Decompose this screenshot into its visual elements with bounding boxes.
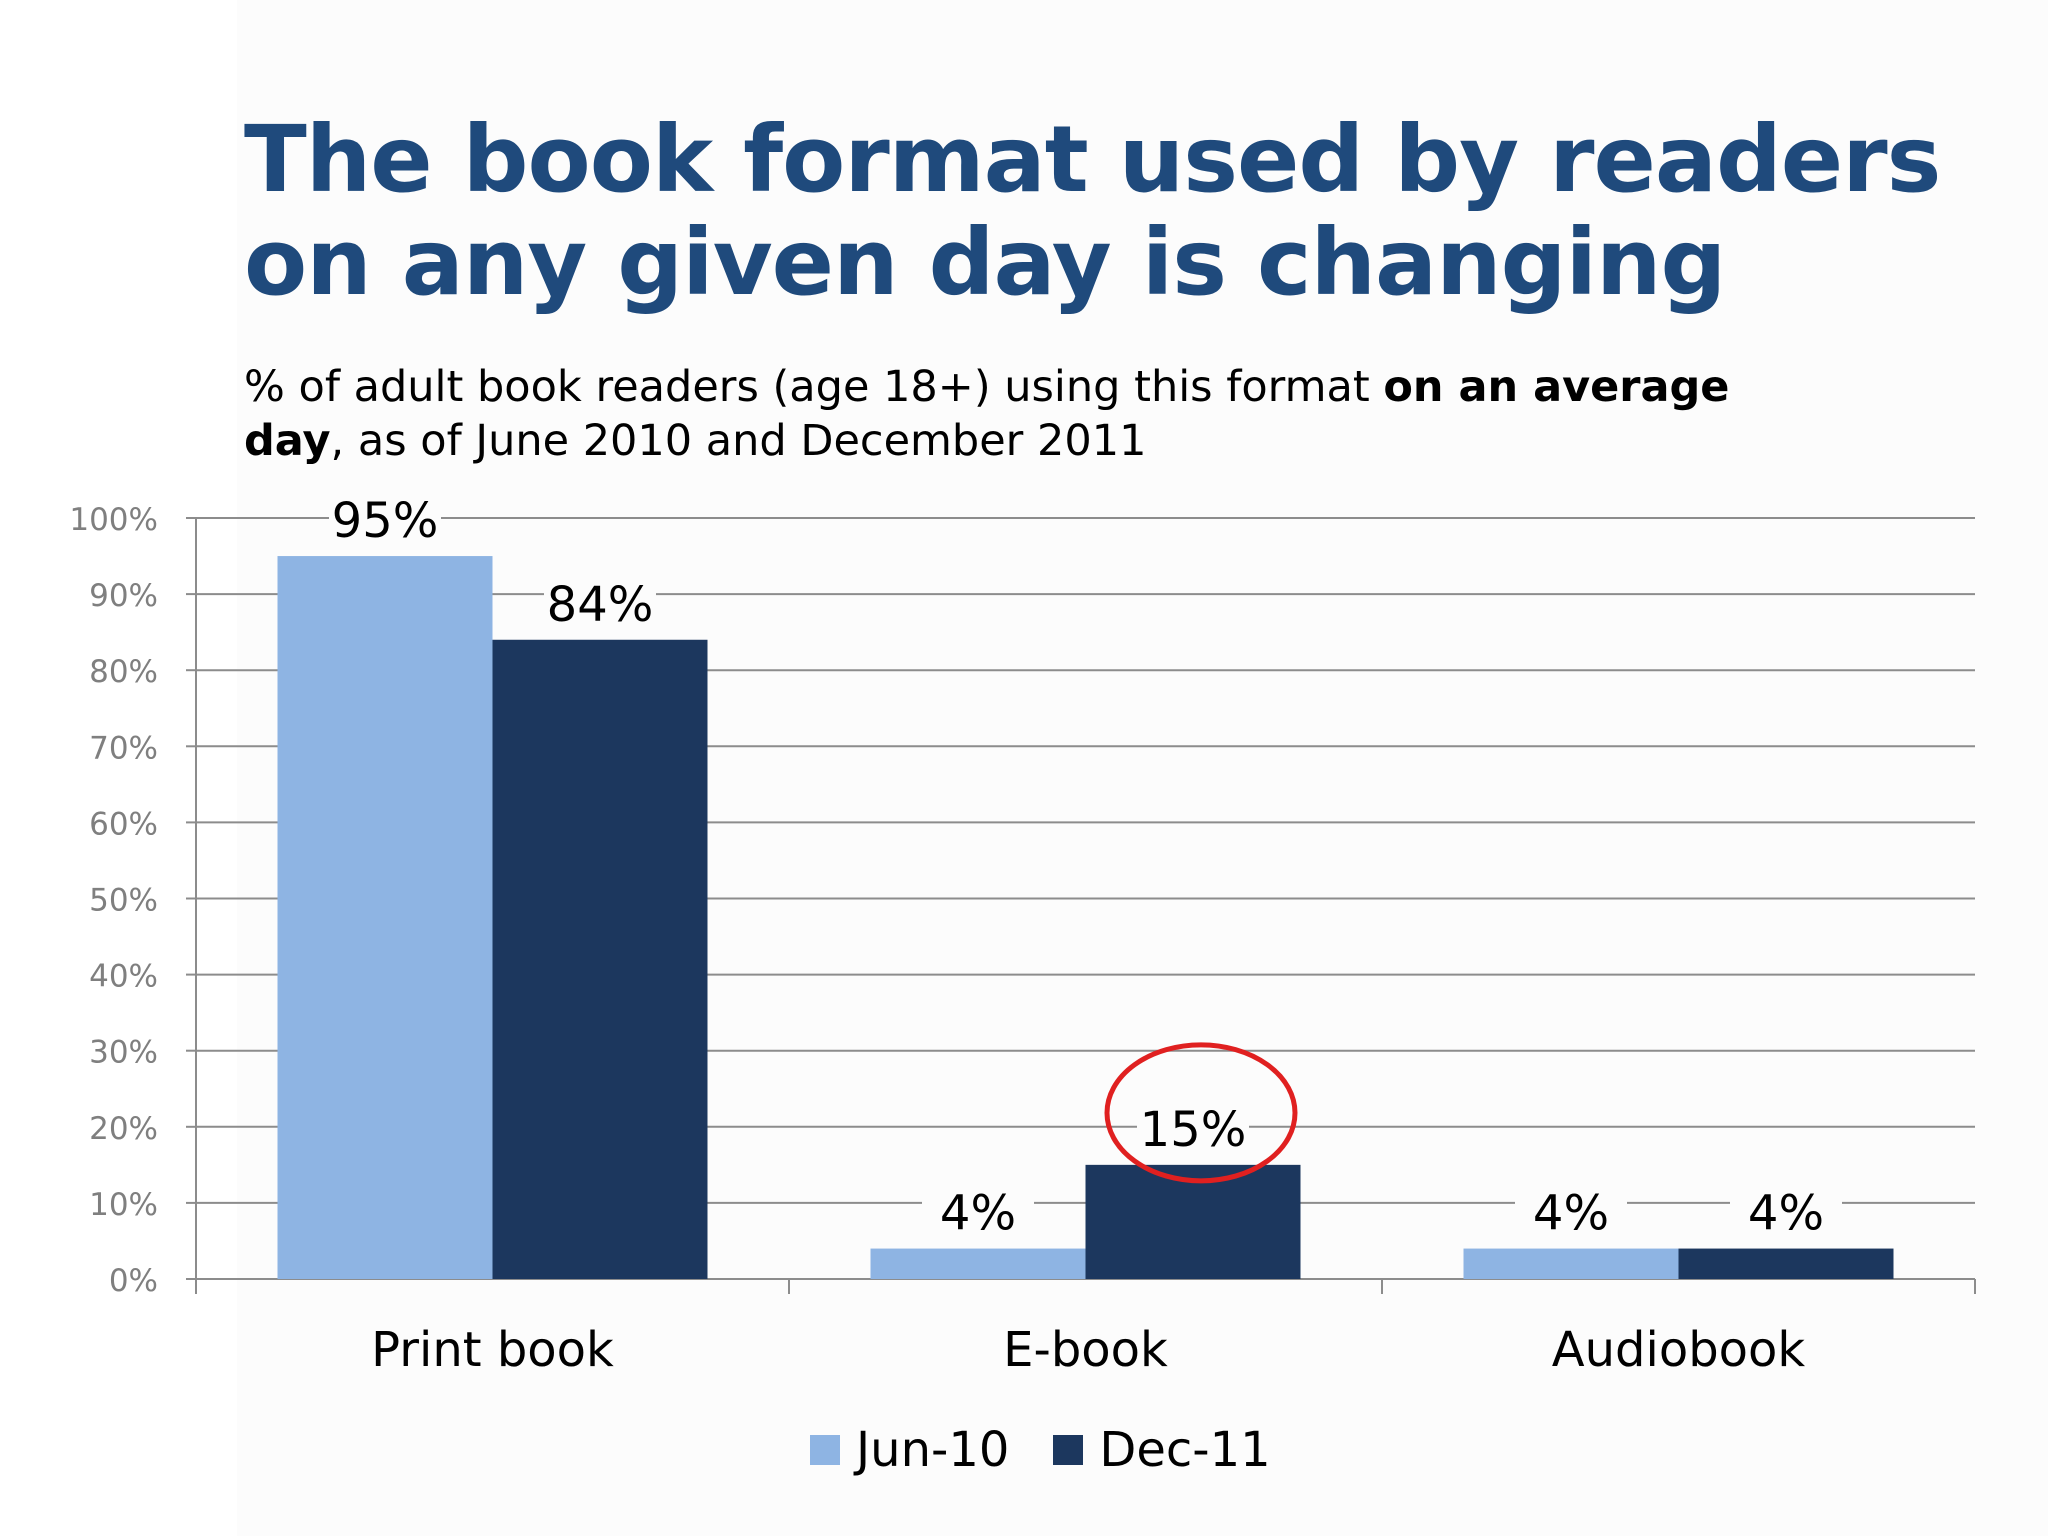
bar — [492, 639, 708, 1279]
y-tick-label: 0% — [109, 1263, 158, 1299]
y-tick-label: 70% — [89, 730, 158, 766]
subtitle-text-start: % of adult book readers (age 18+) using … — [244, 362, 1384, 412]
data-label-background — [922, 1180, 1034, 1245]
y-tick-label: 60% — [89, 806, 158, 842]
legend-item-jun10: Jun-10 — [810, 1422, 1009, 1478]
data-label: 84% — [547, 577, 654, 633]
chart-legend: Jun-10 Dec-11 — [810, 1420, 1315, 1480]
chart-subtitle: % of adult book readers (age 18+) using … — [244, 360, 1844, 468]
y-tick-label: 40% — [89, 959, 158, 995]
y-tick-label: 80% — [89, 654, 158, 690]
y-tick-label: 100% — [69, 502, 158, 538]
x-category-label: E-book — [1003, 1322, 1168, 1378]
data-label-background — [1730, 1180, 1842, 1245]
data-label-background — [1137, 1096, 1249, 1161]
data-label-background — [544, 571, 656, 636]
y-tick-label: 90% — [89, 578, 158, 614]
bar — [870, 1248, 1086, 1279]
legend-label-dec11: Dec-11 — [1099, 1422, 1271, 1478]
data-label-background — [329, 488, 441, 553]
x-category-label: Audiobook — [1552, 1322, 1806, 1378]
bar — [1678, 1248, 1894, 1279]
legend-swatch-dec11 — [1053, 1435, 1084, 1465]
highlight-circle — [1104, 1042, 1298, 1184]
data-label: 4% — [1533, 1186, 1609, 1242]
subtitle-text-bold: on an average day — [244, 362, 1730, 466]
legend-swatch-jun10 — [810, 1435, 840, 1465]
bar — [277, 556, 493, 1279]
bar — [1085, 1164, 1301, 1279]
y-tick-label: 20% — [89, 1111, 158, 1147]
data-label: 15% — [1140, 1102, 1247, 1158]
y-tick-label: 50% — [89, 883, 158, 919]
data-label: 95% — [332, 493, 439, 549]
x-category-label: Print book — [371, 1322, 614, 1378]
y-tick-label: 30% — [89, 1035, 158, 1071]
legend-label-jun10: Jun-10 — [856, 1422, 1010, 1478]
data-label: 4% — [940, 1186, 1016, 1242]
page-title: The book format used by readers on any g… — [244, 106, 1941, 316]
data-label: 4% — [1748, 1186, 1824, 1242]
y-tick-label: 10% — [89, 1187, 158, 1223]
subtitle-text-end: , as of June 2010 and December 2011 — [330, 416, 1147, 466]
bar — [1463, 1248, 1679, 1279]
legend-item-dec11: Dec-11 — [1053, 1422, 1271, 1478]
data-label-background — [1515, 1180, 1627, 1245]
